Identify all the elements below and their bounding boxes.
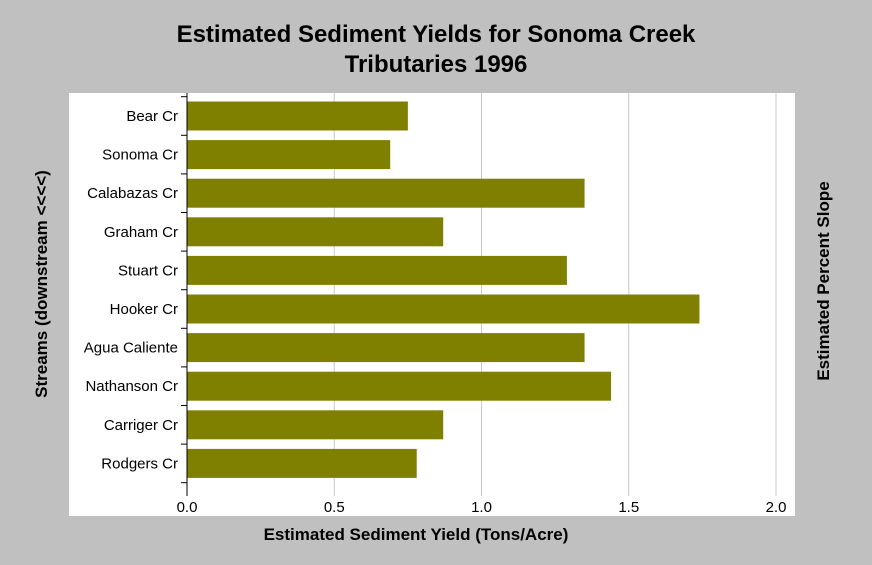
chart-title-line-1: Estimated Sediment Yields for Sonoma Cre… [176, 21, 696, 48]
bar [187, 371, 612, 401]
y-tick-label: Bear Cr [126, 108, 178, 125]
y-tick-label: Graham Cr [104, 224, 178, 241]
y-tick-label: Sonoma Cr [102, 147, 178, 164]
bar [187, 140, 391, 170]
bar [187, 178, 585, 208]
y-tick-label: Rodgers Cr [101, 455, 178, 472]
y-tick-label: Hooker Cr [110, 301, 178, 318]
bar [187, 101, 408, 131]
y-tick-label: Carriger Cr [104, 417, 178, 434]
chart-title: Estimated Sediment Yields for Sonoma Cre… [0, 20, 872, 80]
bar [187, 333, 585, 363]
bar [187, 217, 444, 247]
x-axis-label: Estimated Sediment Yield (Tons/Acre) [263, 525, 569, 544]
bar [187, 294, 700, 324]
x-tick-label: 1.0 [471, 499, 492, 516]
x-tick-label: 2.0 [766, 499, 787, 516]
y-tick-label: Stuart Cr [118, 262, 178, 279]
y-tick-label: Nathanson Cr [85, 378, 178, 395]
x-tick-label: 0.5 [324, 499, 345, 516]
bar [187, 448, 417, 478]
bar [187, 255, 567, 285]
plot-panel: Bear Cr Sonoma Cr Calabazas Cr Graham Cr Stu… [69, 93, 795, 516]
y-tick-label: Agua Caliente [84, 340, 178, 357]
secondary-y-axis-label: Estimated Percent Slope [814, 181, 833, 381]
chart-title-line-2: Tributaries 1996 [344, 51, 528, 78]
bar [187, 410, 444, 440]
y-axis-label: Streams (downstream <<<<) [32, 170, 51, 398]
x-tick-label: 1.5 [618, 499, 639, 516]
bar-chart: Bear Cr Sonoma Cr Calabazas Cr Graham Cr Stu… [84, 93, 787, 516]
x-tick-label: 0.0 [177, 499, 198, 516]
y-tick-label: Calabazas Cr [87, 185, 178, 202]
